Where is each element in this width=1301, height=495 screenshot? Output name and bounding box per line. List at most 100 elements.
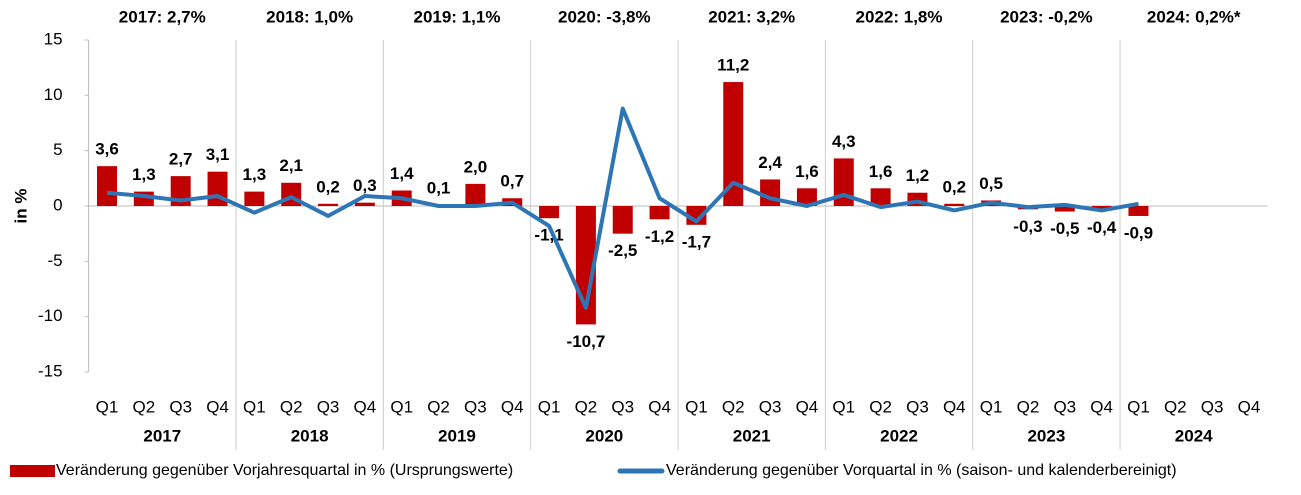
x-tick-label: Q1: [980, 397, 1003, 416]
bar: [465, 183, 486, 206]
data-label: 1,2: [906, 166, 930, 185]
group-label: 2019: [438, 426, 476, 445]
x-tick-label: Q2: [427, 397, 450, 416]
bar: [354, 202, 375, 206]
data-label: -2,5: [608, 241, 637, 260]
x-tick-label: Q3: [464, 397, 487, 416]
x-tick-label: Q1: [685, 397, 708, 416]
data-label: 0,5: [979, 174, 1003, 193]
bar: [723, 82, 744, 206]
group-label: 2020: [585, 426, 623, 445]
bar: [97, 166, 118, 206]
data-label: 1,3: [132, 165, 156, 184]
data-label: 1,4: [390, 164, 414, 183]
legend-swatch: [10, 465, 55, 477]
group-label: 2018: [291, 426, 329, 445]
data-label: -1,2: [645, 227, 674, 246]
data-label: 0,1: [427, 178, 451, 197]
x-tick-label: Q4: [648, 397, 671, 416]
data-label: -0,4: [1087, 218, 1117, 237]
y-tick-label: -10: [38, 306, 63, 325]
bar: [870, 188, 891, 206]
data-label: -0,9: [1124, 223, 1153, 242]
x-tick-label: Q3: [1201, 397, 1224, 416]
x-tick-label: Q2: [722, 397, 745, 416]
data-label: 3,6: [95, 140, 119, 159]
x-tick-label: Q1: [96, 397, 119, 416]
bar: [833, 158, 854, 206]
bar: [760, 179, 781, 206]
x-tick-label: Q2: [869, 397, 892, 416]
x-tick-label: Q3: [317, 397, 340, 416]
data-label: 1,6: [869, 162, 893, 181]
data-label: 2,1: [279, 156, 303, 175]
x-tick-label: Q1: [1127, 397, 1150, 416]
x-tick-label: Q4: [796, 397, 819, 416]
x-tick-label: Q3: [759, 397, 782, 416]
bar: [796, 188, 817, 206]
x-tick-label: Q3: [611, 397, 634, 416]
x-tick-label: Q2: [1017, 397, 1040, 416]
bar: [244, 191, 265, 206]
y-tick-label: 5: [53, 140, 62, 159]
data-label: 2,0: [464, 157, 488, 176]
group-label: 2023: [1027, 426, 1065, 445]
x-tick-label: Q3: [1053, 397, 1076, 416]
x-tick-label: Q4: [206, 397, 229, 416]
y-tick-label: -15: [38, 361, 63, 380]
data-label: 2,7: [169, 150, 193, 169]
annual-label: 2021: 3,2%: [708, 7, 795, 26]
annual-label: 2023: -0,2%: [1000, 7, 1093, 26]
data-label: 0,3: [353, 176, 377, 195]
data-label: 3,1: [206, 145, 230, 164]
y-tick-label: -5: [47, 251, 62, 270]
x-tick-label: Q4: [354, 397, 377, 416]
y-tick-label: 10: [44, 85, 63, 104]
x-tick-label: Q2: [1164, 397, 1187, 416]
annual-label: 2022: 1,8%: [856, 7, 943, 26]
x-tick-label: Q1: [538, 397, 561, 416]
annual-label: 2017: 2,7%: [119, 7, 206, 26]
data-label: 1,6: [795, 162, 819, 181]
data-label: 11,2: [717, 56, 749, 75]
x-tick-label: Q4: [943, 397, 966, 416]
x-tick-label: Q4: [1238, 397, 1261, 416]
legend-label: Veränderung gegenüber Vorjahresquartal i…: [56, 462, 513, 479]
data-label: 0,7: [500, 172, 524, 191]
data-label: 2,4: [758, 153, 782, 172]
line: [106, 106, 1139, 310]
group-label: 2022: [880, 426, 918, 445]
x-tick-label: Q2: [280, 397, 303, 416]
data-label: 4,3: [832, 132, 856, 151]
bar: [318, 203, 339, 206]
bar: [1128, 206, 1149, 216]
bar: [944, 203, 965, 206]
bar: [649, 206, 670, 220]
group-label: 2021: [733, 426, 771, 445]
data-label: 1,3: [243, 165, 267, 184]
y-tick-label: 0: [53, 195, 62, 214]
y-tick-label: 15: [44, 29, 63, 48]
x-tick-label: Q3: [169, 397, 192, 416]
annual-label: 2020: -3,8%: [558, 7, 651, 26]
data-label: -10,7: [567, 332, 606, 351]
annual-label: 2024: 0,2%*: [1147, 7, 1241, 26]
annual-label: 2019: 1,1%: [413, 7, 500, 26]
data-label: 0,2: [942, 177, 966, 196]
legend-label: Veränderung gegenüber Vorquartal in % (s…: [666, 462, 1177, 479]
data-label: 0,2: [316, 177, 340, 196]
group-label: 2024: [1175, 426, 1213, 445]
x-tick-label: Q3: [906, 397, 929, 416]
bar: [539, 206, 560, 219]
group-label: 2017: [143, 426, 181, 445]
x-tick-label: Q2: [575, 397, 598, 416]
x-tick-label: Q2: [133, 397, 156, 416]
data-label: -0,5: [1050, 219, 1079, 238]
annual-label: 2018: 1,0%: [266, 7, 353, 26]
x-tick-label: Q4: [501, 397, 524, 416]
data-label: -1,7: [682, 232, 711, 251]
bar: [1091, 206, 1112, 211]
bar: [612, 206, 633, 234]
y-axis-label: in %: [11, 189, 30, 224]
